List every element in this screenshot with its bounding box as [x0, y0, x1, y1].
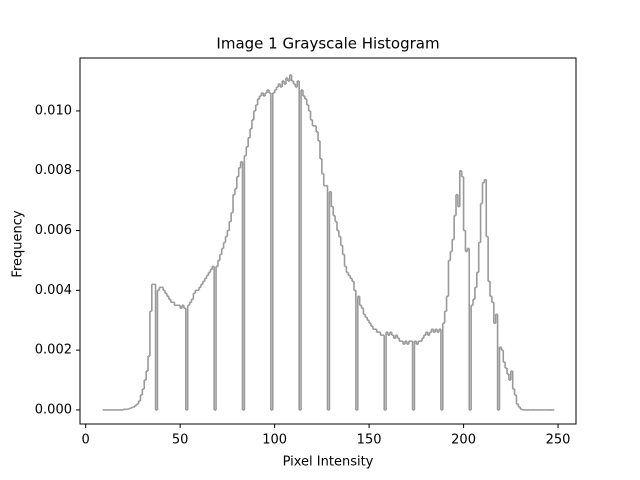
y-tick-label: 0.008	[35, 163, 72, 178]
x-tick-label: 150	[357, 433, 382, 448]
x-axis-label: Pixel Intensity	[283, 455, 374, 470]
x-tick-label: 50	[172, 433, 189, 448]
y-tick-label: 0.002	[35, 343, 72, 358]
x-tick-label: 250	[546, 433, 571, 448]
plot-frame	[79, 57, 577, 425]
y-tick-label: 0.006	[35, 223, 72, 238]
x-tick-label: 100	[262, 433, 287, 448]
y-tick-label: 0.004	[35, 283, 72, 298]
y-tick-label: 0.000	[35, 402, 72, 417]
y-axis-label: Frequency	[11, 210, 26, 277]
x-tick-label: 0	[82, 433, 90, 448]
chart-title: Image 1 Grayscale Histogram	[216, 35, 439, 53]
x-tick-label: 200	[451, 433, 476, 448]
y-tick-label: 0.010	[35, 103, 72, 118]
